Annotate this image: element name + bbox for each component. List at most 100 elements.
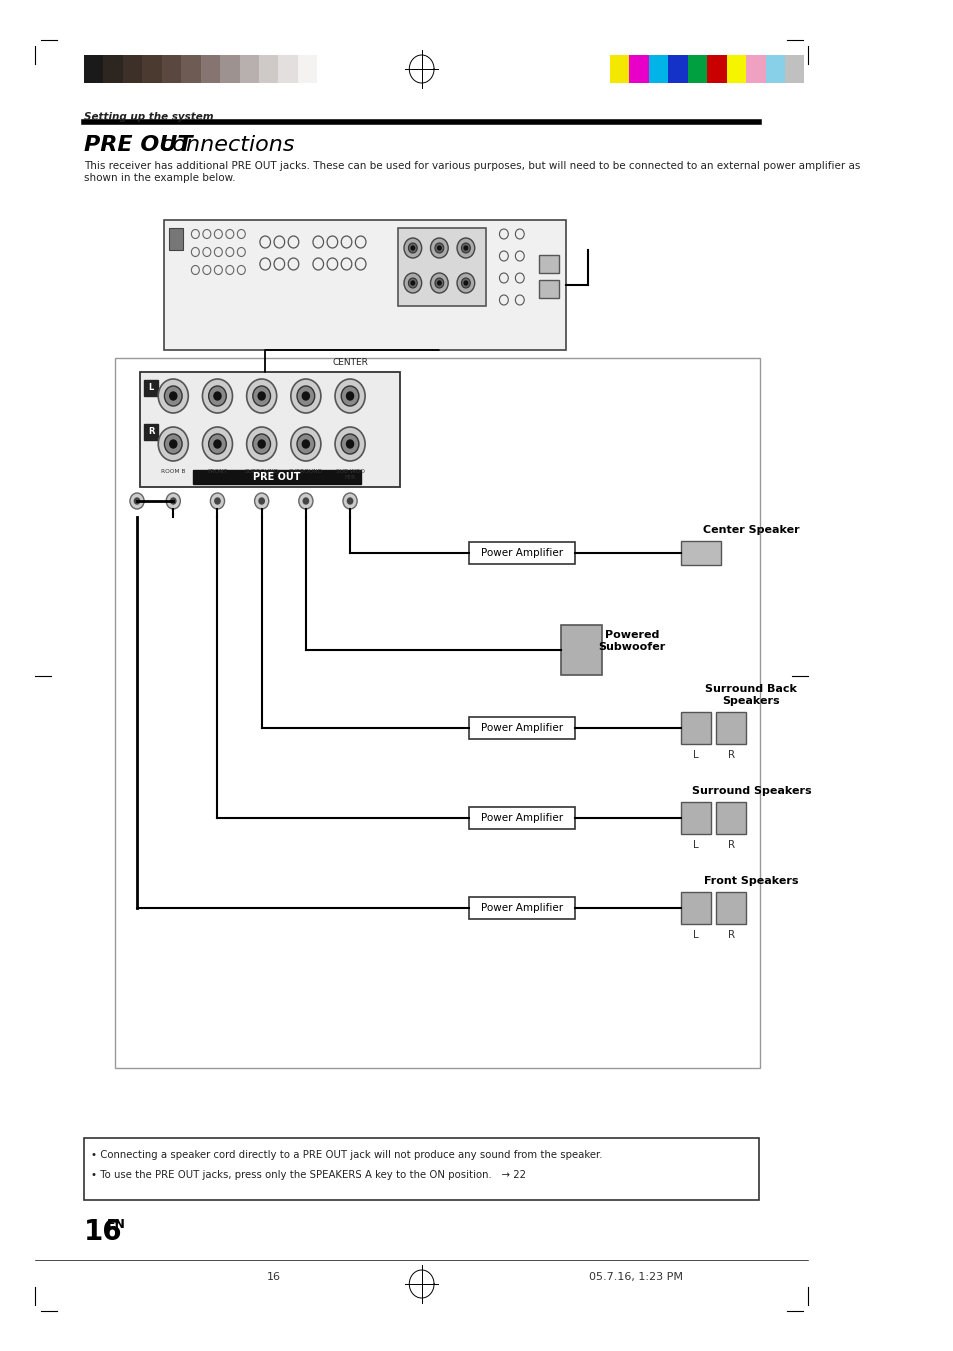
Bar [745,55,764,82]
Circle shape [411,246,415,250]
Circle shape [170,392,176,400]
Circle shape [213,440,221,449]
Text: 16: 16 [267,1273,281,1282]
Text: FRONT: FRONT [207,469,228,474]
Bar [784,55,803,82]
Text: PRE OUT: PRE OUT [84,135,193,155]
Circle shape [456,273,475,293]
Text: • Connecting a speaker cord directly to a PRE OUT jack will not produce any soun: • Connecting a speaker cord directly to … [91,1150,602,1161]
Circle shape [254,493,269,509]
Text: Power Amplifier: Power Amplifier [480,813,562,823]
Circle shape [209,434,226,454]
Bar [468,897,574,919]
Text: 05.7.16, 1:23 PM: 05.7.16, 1:23 PM [589,1273,682,1282]
Circle shape [209,386,226,407]
Bar [84,55,103,82]
Circle shape [435,243,443,253]
Circle shape [461,278,470,288]
Circle shape [408,278,416,288]
Text: Power Amplifier: Power Amplifier [480,549,562,558]
Text: SURROUND: SURROUND [289,469,323,474]
Circle shape [258,392,265,400]
Text: R: R [727,750,734,761]
Bar [181,55,200,82]
Circle shape [302,440,309,449]
Circle shape [202,380,233,413]
Circle shape [303,499,308,504]
Circle shape [461,243,470,253]
Circle shape [134,499,139,504]
Circle shape [213,392,221,400]
Bar [680,802,710,834]
Circle shape [247,427,276,461]
Text: Center Speaker: Center Speaker [702,526,799,535]
Text: This receiver has additional PRE OUT jacks. These can be used for various purpos: This receiver has additional PRE OUT jac… [84,161,860,172]
Bar [139,372,400,486]
Bar [468,807,574,830]
Circle shape [341,386,358,407]
Text: L: L [692,929,698,940]
Circle shape [158,380,188,413]
Text: R: R [727,840,734,850]
Bar [680,540,720,565]
Circle shape [291,427,320,461]
Circle shape [408,243,416,253]
Text: L: L [149,384,153,393]
Text: Setting up the system: Setting up the system [84,112,213,122]
Circle shape [347,499,353,504]
Bar [716,712,745,744]
Text: R: R [727,929,734,940]
Circle shape [403,238,421,258]
Bar [648,55,668,82]
Circle shape [170,440,176,449]
Text: shown in the example below.: shown in the example below. [84,173,235,182]
Circle shape [435,278,443,288]
Bar [297,55,317,82]
Circle shape [164,386,182,407]
Circle shape [335,427,365,461]
Bar [123,55,142,82]
Circle shape [253,386,271,407]
Circle shape [211,493,224,509]
Bar [687,55,706,82]
Bar [609,55,629,82]
Bar [468,542,574,563]
Bar [103,55,123,82]
Bar [144,380,158,396]
Circle shape [214,499,220,504]
Text: Power Amplifier: Power Amplifier [480,723,562,734]
Circle shape [346,440,354,449]
Circle shape [259,499,264,504]
Bar [84,1138,759,1200]
Circle shape [437,246,440,250]
Circle shape [346,392,354,400]
Bar [468,717,574,739]
Circle shape [296,386,314,407]
Text: EN: EN [107,1219,126,1231]
Bar [162,55,181,82]
Bar [278,55,297,82]
Circle shape [253,434,271,454]
Text: PRE OUT: PRE OUT [253,471,300,482]
Text: 16: 16 [84,1219,123,1246]
Circle shape [343,493,356,509]
Bar [259,55,278,82]
Text: connections: connections [152,135,294,155]
Circle shape [430,273,448,293]
Bar [560,626,601,676]
Circle shape [296,434,314,454]
Text: • To use the PRE OUT jacks, press only the SPEAKERS A key to the ON position.   : • To use the PRE OUT jacks, press only t… [91,1170,525,1179]
Circle shape [158,427,188,461]
Bar [114,358,760,1069]
Circle shape [463,281,467,285]
Circle shape [335,380,365,413]
Bar [142,55,162,82]
Circle shape [258,440,265,449]
Circle shape [341,434,358,454]
Circle shape [463,246,467,250]
Text: ROOM B: ROOM B [161,469,185,474]
Bar [726,55,745,82]
Circle shape [171,499,175,504]
Text: Powered
Subwoofer: Powered Subwoofer [598,630,665,651]
Circle shape [456,238,475,258]
